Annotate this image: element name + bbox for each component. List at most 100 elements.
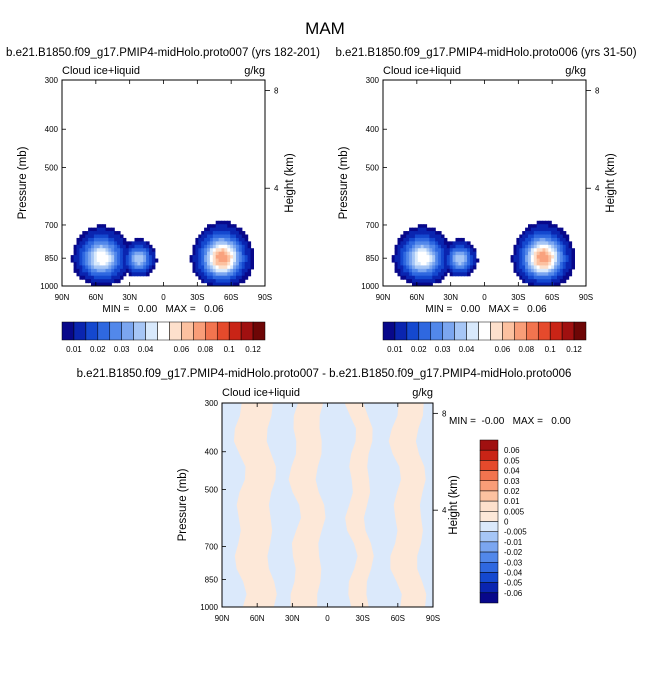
field-cell [117, 234, 121, 239]
field-cell [551, 227, 555, 232]
field-cell [394, 261, 399, 266]
field-cell [88, 244, 92, 249]
field-cell [400, 244, 404, 249]
y2-tick-label: 8 [274, 86, 279, 95]
field-cell [122, 244, 127, 249]
field-cell [99, 265, 104, 270]
field-cell [441, 244, 445, 249]
field-cell [461, 244, 465, 249]
field-cell [533, 234, 538, 239]
field-cell [146, 258, 150, 263]
field-cell [99, 279, 104, 284]
field-cell [470, 244, 474, 249]
field-cell [542, 275, 546, 280]
field-cell [446, 261, 451, 266]
field-cell [467, 251, 471, 256]
field-cell [76, 261, 80, 266]
field-cell [108, 237, 112, 242]
colorbar-label: 0.12 [566, 345, 582, 354]
field-cell [426, 255, 430, 260]
field-cell [533, 227, 538, 232]
field-cell [522, 248, 526, 253]
field-cell [218, 279, 223, 284]
field-cell [85, 255, 89, 260]
field-cell [568, 251, 573, 256]
field-cell [548, 272, 552, 277]
field-cell [204, 227, 208, 232]
field-cell [443, 258, 448, 263]
field-cell [91, 279, 95, 284]
field-cell [397, 268, 401, 273]
field-cell [201, 272, 205, 277]
field-cell [117, 265, 121, 270]
field-cell [536, 258, 541, 263]
field-cell [568, 258, 573, 263]
field-cell [149, 265, 153, 270]
field-cell [105, 234, 109, 239]
field-cell [215, 282, 220, 286]
field-cell [394, 251, 399, 256]
field-cell [79, 241, 83, 246]
field-cell [117, 241, 121, 246]
field-cell [533, 237, 538, 242]
field-cell [536, 255, 541, 260]
colorbar-swatch [442, 321, 455, 341]
field-cell [151, 265, 156, 270]
field-cell [516, 265, 520, 270]
field-cell [146, 272, 150, 277]
field-cell [432, 261, 436, 266]
field-cell [236, 279, 240, 284]
colorbar-swatch [205, 321, 218, 341]
field-cell [102, 237, 107, 242]
field-cell [131, 272, 136, 277]
field-cell [96, 275, 101, 280]
field-cell [522, 261, 526, 266]
field-cell [435, 275, 439, 280]
colorbar-swatch [479, 511, 499, 522]
field-cell [204, 268, 208, 273]
field-cell [545, 265, 549, 270]
field-cell [91, 261, 95, 266]
field-cell [114, 231, 118, 236]
field-cell [218, 220, 223, 225]
field-cell [99, 224, 104, 229]
field-cell [441, 234, 445, 239]
field-cell [221, 248, 225, 253]
field-cell [516, 251, 520, 256]
colorbar-label: 0.005 [504, 507, 525, 516]
field-cell [238, 234, 243, 239]
field-cell [542, 234, 546, 239]
field-cell [111, 244, 115, 249]
field-cell [114, 255, 118, 260]
field-cell [525, 241, 529, 246]
field-cell [238, 251, 243, 256]
field-cell [516, 258, 520, 263]
field-cell [227, 268, 231, 273]
field-cell [530, 234, 535, 239]
field-cell [533, 272, 538, 277]
field-cell [96, 272, 101, 277]
field-cell [426, 251, 430, 256]
field-cell [522, 272, 526, 277]
field-cell [528, 255, 532, 260]
field-cell [525, 268, 529, 273]
field-cell [143, 248, 147, 253]
field-cell [93, 261, 98, 266]
field-cell [559, 227, 564, 232]
field-cell [212, 244, 217, 249]
field-cell [238, 244, 243, 249]
field-cell [539, 255, 544, 260]
field-cell [93, 265, 98, 270]
field-cell [423, 231, 428, 236]
field-cell [224, 282, 228, 286]
field-cell [432, 231, 436, 236]
field-cell [111, 251, 115, 256]
panel-2-units: g/kg [565, 65, 586, 77]
field-cell [458, 251, 462, 256]
field-cell [207, 244, 211, 249]
field-cell [397, 258, 401, 263]
field-cell [406, 261, 410, 266]
field-cell [198, 251, 202, 256]
field-cell [122, 261, 127, 266]
field-cell [140, 237, 144, 242]
